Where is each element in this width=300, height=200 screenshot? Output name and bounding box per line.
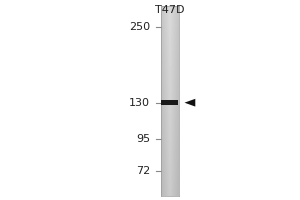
Text: 130: 130 <box>129 98 150 108</box>
Text: 95: 95 <box>136 134 150 144</box>
Text: 72: 72 <box>136 166 150 176</box>
Bar <box>161 100 178 105</box>
Polygon shape <box>184 99 195 107</box>
Text: 250: 250 <box>129 22 150 32</box>
Text: T47D: T47D <box>155 5 184 15</box>
